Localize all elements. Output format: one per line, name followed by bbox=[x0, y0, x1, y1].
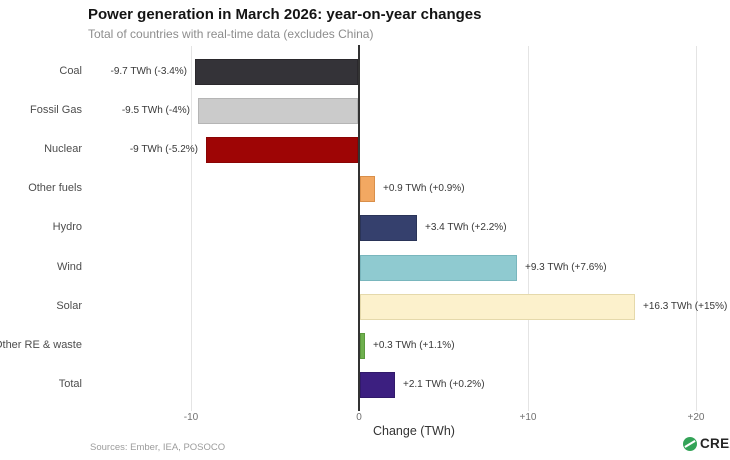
bar-wind[interactable] bbox=[360, 255, 517, 281]
category-label-other-fuels: Other fuels bbox=[28, 182, 82, 194]
category-label-wind: Wind bbox=[56, 261, 82, 273]
gridline-20 bbox=[696, 46, 697, 411]
gridline-10 bbox=[528, 46, 529, 411]
gridline-10 bbox=[191, 46, 192, 411]
chart-subtitle: Total of countries with real-time data (… bbox=[88, 27, 374, 41]
category-label-total: Total bbox=[58, 378, 82, 390]
value-label-fossil-gas: -9.5 TWh (-4%) bbox=[121, 105, 190, 116]
bar-solar[interactable] bbox=[360, 294, 635, 320]
value-label-hydro: +3.4 TWh (+2.2%) bbox=[425, 222, 507, 233]
value-label-nuclear: -9 TWh (-5.2%) bbox=[129, 144, 198, 155]
bar-nuclear[interactable] bbox=[206, 137, 358, 163]
bar-fossil-gas[interactable] bbox=[198, 98, 358, 124]
bar-total[interactable] bbox=[360, 372, 395, 398]
x-axis-label: Change (TWh) bbox=[373, 424, 455, 438]
crea-logo: CREA bbox=[683, 436, 730, 451]
x-tick-label-10: +10 bbox=[519, 412, 537, 423]
bar-other-re-waste[interactable] bbox=[360, 333, 365, 359]
category-label-solar: Solar bbox=[56, 300, 82, 312]
category-label-hydro: Hydro bbox=[52, 221, 82, 233]
x-tick-label-20: +20 bbox=[687, 412, 705, 423]
category-label-nuclear: Nuclear bbox=[44, 143, 82, 155]
x-tick-label-10: -10 bbox=[183, 412, 199, 423]
value-label-coal: -9.7 TWh (-3.4%) bbox=[110, 66, 188, 77]
chart-title: Power generation in March 2026: year-on-… bbox=[88, 6, 482, 23]
value-label-other-fuels: +0.9 TWh (+0.9%) bbox=[383, 183, 465, 194]
value-label-other-re-waste: +0.3 TWh (+1.1%) bbox=[373, 340, 455, 351]
sources-note: Sources: Ember, IEA, POSOCO bbox=[90, 442, 226, 453]
category-label-coal: Coal bbox=[59, 65, 82, 77]
bar-other-fuels[interactable] bbox=[360, 176, 375, 202]
category-label-fossil-gas: Fossil Gas bbox=[30, 104, 82, 116]
crea-logo-text: CREA bbox=[700, 436, 730, 451]
value-label-total: +2.1 TWh (+0.2%) bbox=[403, 379, 485, 390]
category-label-other-re-waste: Other RE & waste bbox=[0, 339, 82, 351]
value-label-solar: +16.3 TWh (+15%) bbox=[643, 301, 728, 312]
crea-logo-icon bbox=[683, 436, 697, 451]
value-label-wind: +9.3 TWh (+7.6%) bbox=[525, 262, 607, 273]
x-tick-label-0: 0 bbox=[356, 412, 362, 423]
bar-coal[interactable] bbox=[195, 59, 358, 85]
zero-axis-line bbox=[358, 45, 360, 411]
bar-hydro[interactable] bbox=[360, 215, 417, 241]
